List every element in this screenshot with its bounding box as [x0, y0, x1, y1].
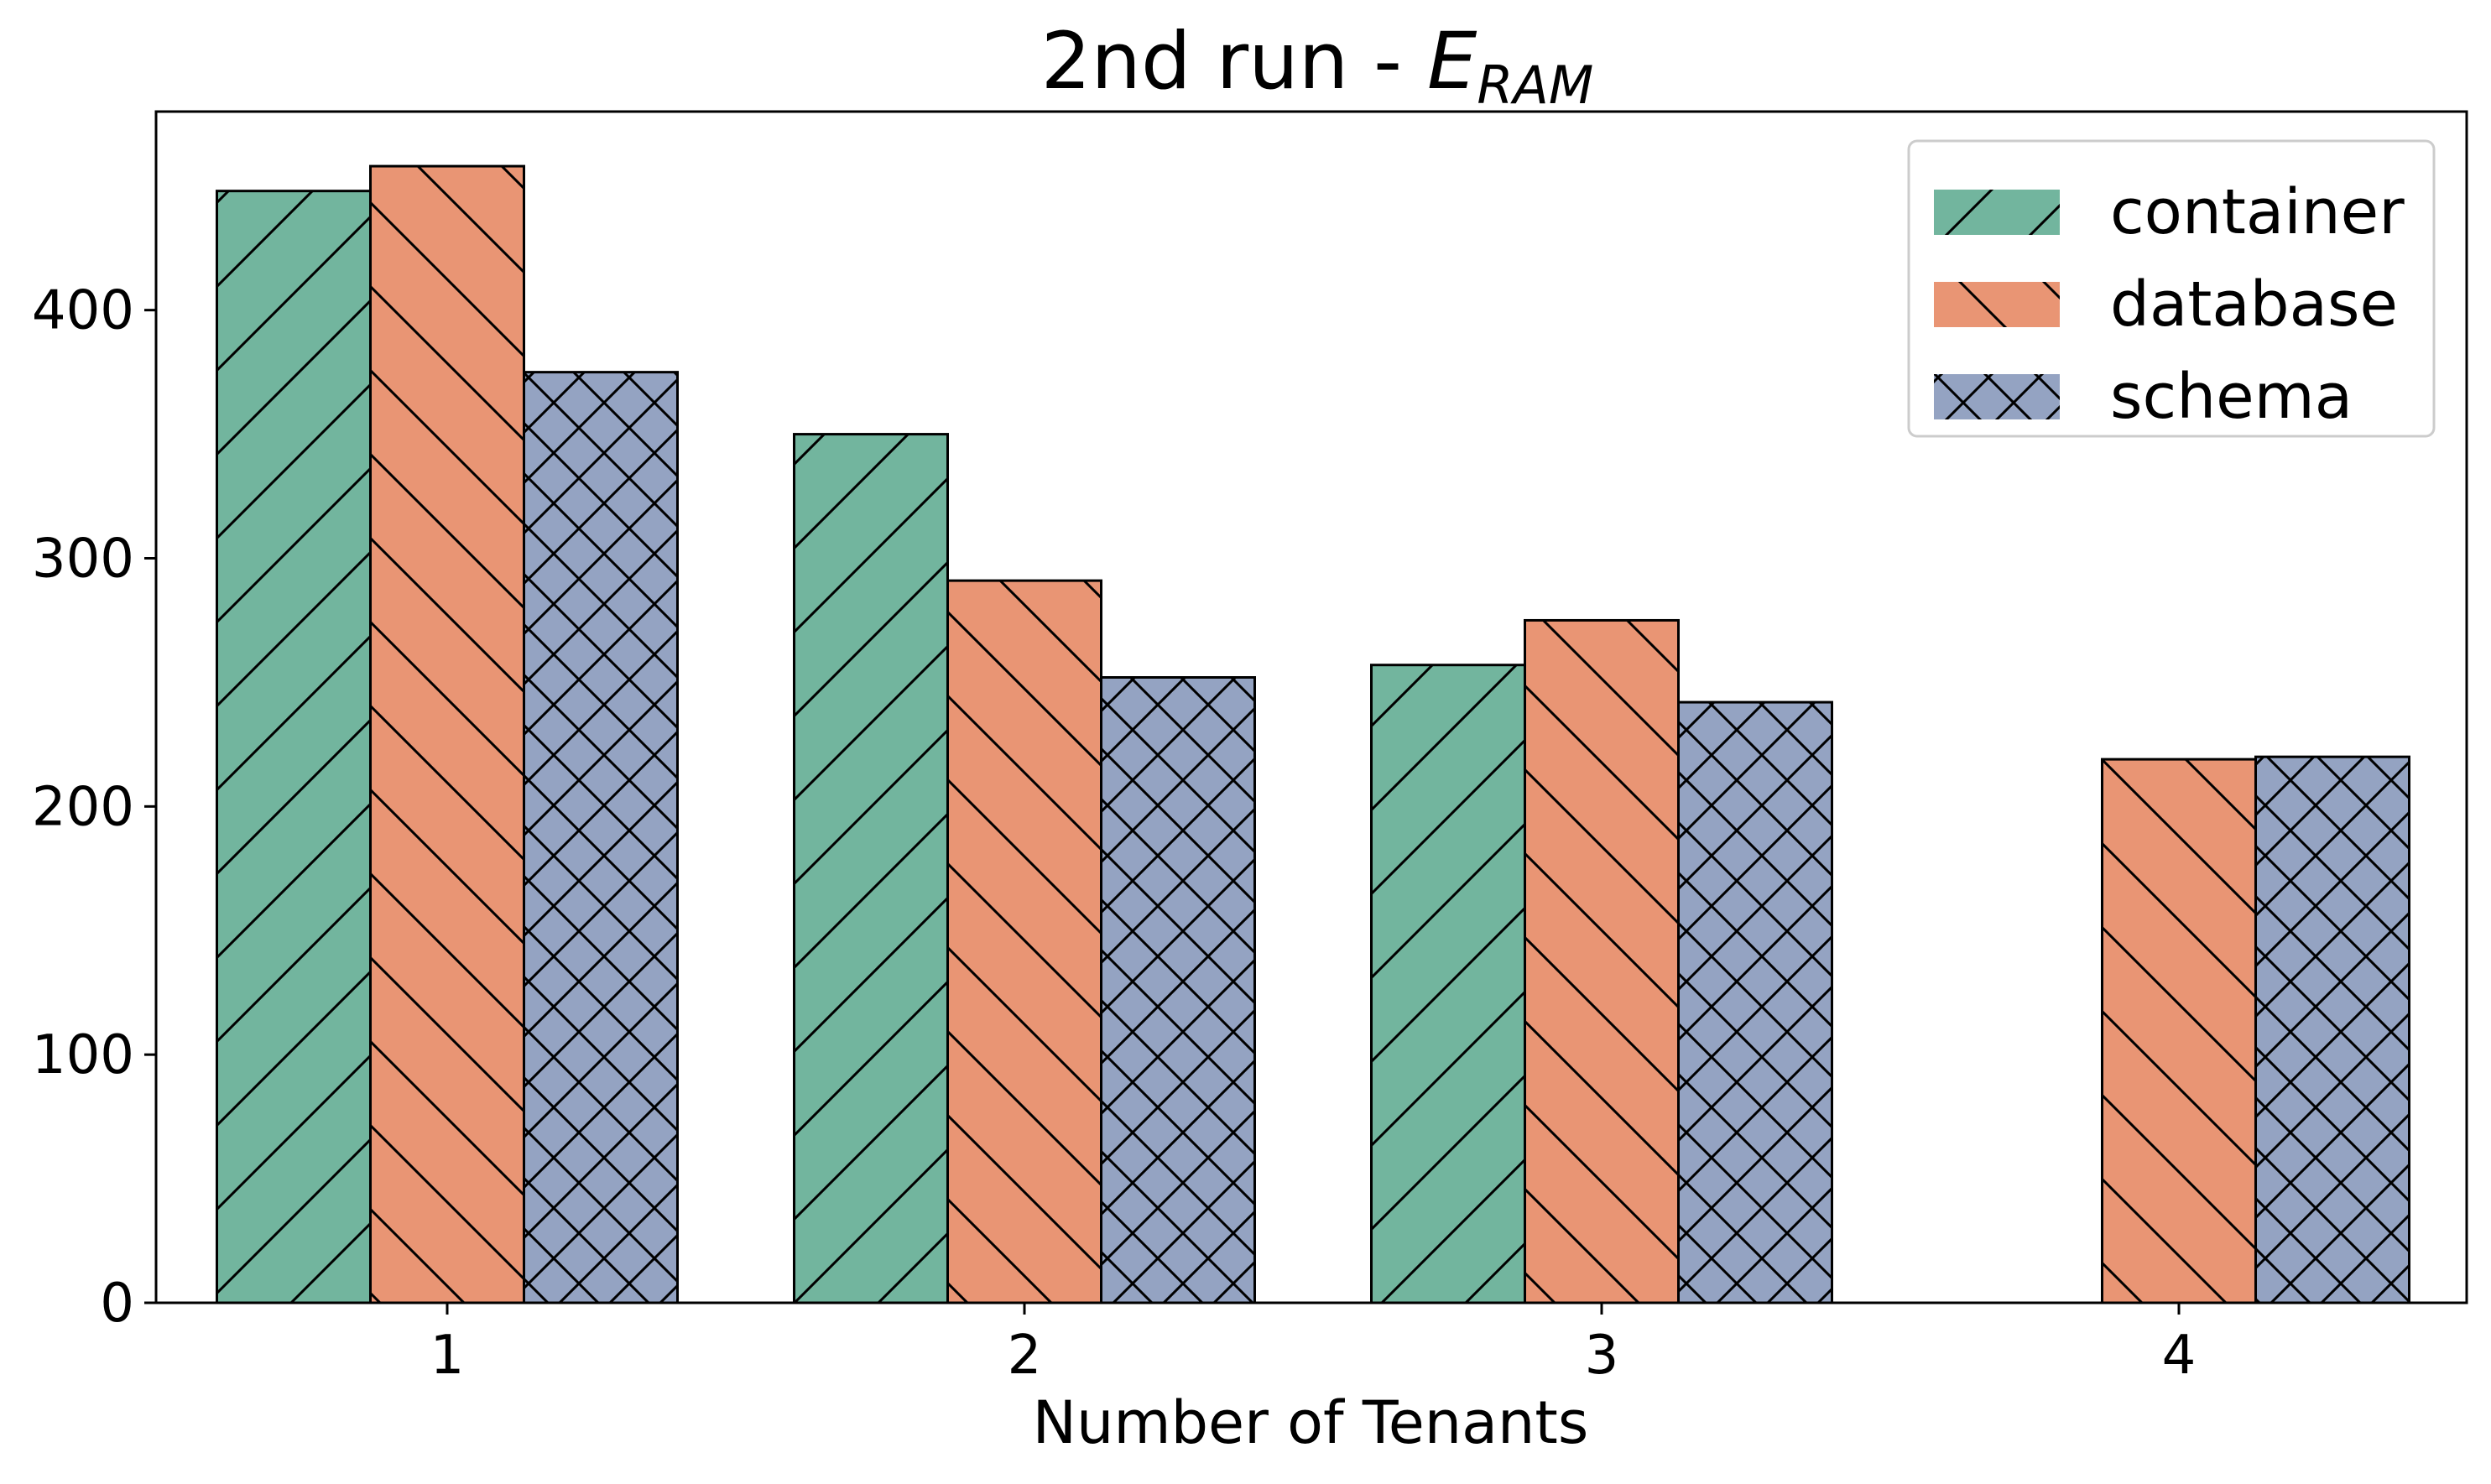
x-axis: 1 2 3 4: [430, 1303, 2197, 1387]
bar-container-1: [216, 190, 372, 1304]
legend-item-container: container: [1934, 176, 2405, 248]
bar-database-1: [369, 164, 525, 1304]
legend: container database schema: [1907, 139, 2436, 438]
y-axis: 0 100 200 300 400: [32, 280, 156, 1335]
x-tick-label: 2: [1008, 1325, 1042, 1387]
x-tick-label: 1: [430, 1325, 465, 1387]
bar-database-2: [946, 579, 1102, 1304]
chart-title: 2nd run - ERAM: [1041, 16, 1594, 116]
bar-container-3: [1370, 664, 1526, 1304]
x-axis-label: Number of Tenants: [1033, 1388, 1589, 1457]
bar-container-2: [793, 433, 949, 1304]
legend-label: schema: [2110, 361, 2353, 433]
y-tick-label: 200: [32, 776, 134, 838]
bar-database-3: [1524, 618, 1680, 1304]
bar-schema-4: [2254, 755, 2410, 1304]
y-tick-label: 0: [100, 1273, 134, 1335]
y-tick-label: 100: [32, 1024, 134, 1086]
legend-label: container: [2110, 176, 2405, 248]
legend-label: database: [2110, 268, 2398, 341]
y-tick-label: 400: [32, 280, 134, 342]
bar-database-4: [2101, 758, 2257, 1304]
y-tick-label: 300: [32, 529, 134, 591]
plot-area: [216, 164, 2410, 1304]
x-tick-label: 3: [1585, 1325, 1619, 1387]
bar-schema-2: [1100, 676, 1256, 1304]
plot-frame: [154, 110, 2468, 1304]
bar-schema-3: [1677, 700, 1833, 1304]
x-tick-label: 4: [2162, 1325, 2197, 1387]
bar-schema-1: [523, 371, 679, 1304]
legend-item-database: database: [1934, 268, 2398, 341]
legend-item-schema: schema: [1934, 361, 2353, 433]
